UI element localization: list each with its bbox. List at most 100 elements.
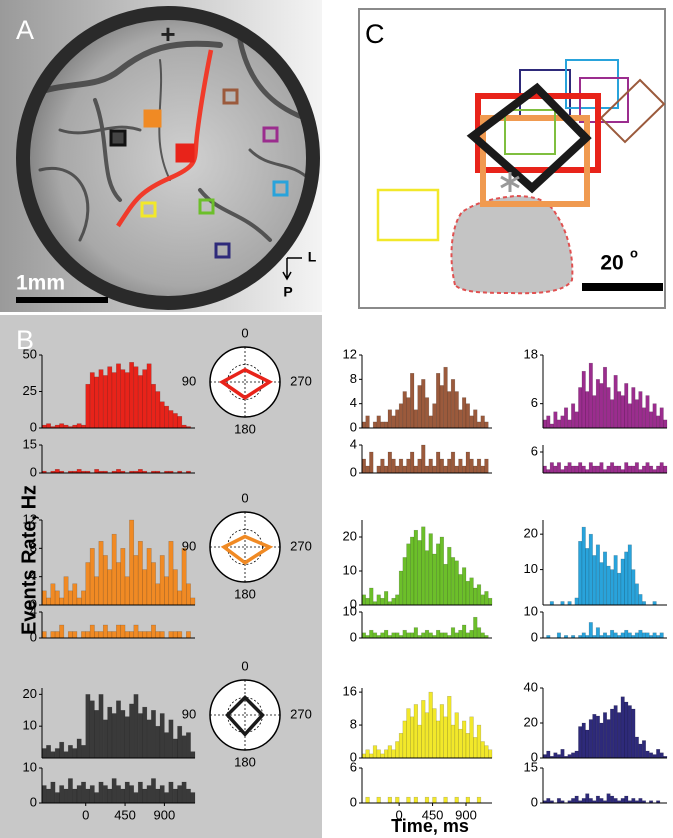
histogram-bar xyxy=(466,404,470,428)
histogram-bar xyxy=(59,786,63,804)
histogram-bar xyxy=(169,632,173,639)
histogram-bar xyxy=(632,798,636,803)
histogram-bar xyxy=(94,469,98,473)
histogram-bar xyxy=(81,591,85,605)
histogram-bar xyxy=(384,466,388,473)
histogram-bar xyxy=(488,598,492,605)
histogram-bar xyxy=(642,633,646,638)
histogram-bar xyxy=(147,548,151,605)
y-tick-label: 25 xyxy=(23,383,37,398)
histogram-bar xyxy=(410,537,414,605)
y-tick-label: 0 xyxy=(30,629,37,644)
scale-label: 1mm xyxy=(16,272,65,295)
histogram-bar xyxy=(628,404,632,428)
histogram-bar xyxy=(649,466,653,473)
histogram-bar xyxy=(433,466,437,473)
histogram-bar xyxy=(178,786,182,804)
histogram-bar xyxy=(575,598,579,605)
histogram-bar xyxy=(459,459,463,473)
histogram-bar xyxy=(561,749,565,758)
histogram-bar xyxy=(90,373,94,428)
histogram-bar xyxy=(407,459,411,473)
histogram-bar xyxy=(392,750,396,758)
histogram-bar xyxy=(462,721,466,758)
y-tick-label: 10 xyxy=(524,603,538,618)
histogram-bar xyxy=(121,625,125,638)
histogram-bar xyxy=(557,798,561,803)
histogram-bar xyxy=(440,459,444,473)
histogram-bar xyxy=(628,466,632,473)
histogram-bar xyxy=(596,628,600,638)
histogram-bar xyxy=(429,534,433,605)
direction-label: 180 xyxy=(234,421,256,436)
histogram-bar xyxy=(639,630,643,638)
histogram-bar xyxy=(407,797,411,803)
histogram-bar xyxy=(477,628,481,638)
histogram-bar xyxy=(635,737,639,758)
histogram-bar xyxy=(373,633,377,638)
histogram-bar xyxy=(635,400,639,428)
histogram-bar xyxy=(160,402,164,428)
histogram-bar xyxy=(603,552,607,605)
x-tick-label: 900 xyxy=(455,807,477,822)
histogram-bar xyxy=(624,630,628,638)
histogram-bar xyxy=(451,452,455,473)
histogram-bar xyxy=(366,598,370,605)
y-tick-label: 20 xyxy=(343,528,357,543)
histogram-bar xyxy=(156,584,160,605)
histogram-bar xyxy=(395,466,399,473)
histogram-bar xyxy=(151,384,155,428)
histogram-bar xyxy=(421,633,425,638)
histogram-bar xyxy=(366,466,370,473)
histogram-bar xyxy=(395,633,399,638)
histogram-bar xyxy=(388,602,392,605)
histogram-bar xyxy=(373,422,377,428)
histogram-bar xyxy=(103,720,107,758)
histogram-bar xyxy=(112,713,116,758)
histogram-bar xyxy=(369,588,373,605)
histogram-bar xyxy=(138,713,142,758)
histogram-bar xyxy=(178,591,182,605)
histogram-bar xyxy=(557,633,561,638)
histogram-bar xyxy=(568,755,572,759)
histogram-bar xyxy=(399,404,403,428)
histogram-bar xyxy=(55,793,59,804)
histogram-bar xyxy=(436,721,440,758)
histogram-bar xyxy=(425,713,429,758)
histogram-bar xyxy=(610,796,614,803)
histogram-bar xyxy=(614,466,618,473)
histogram-bar xyxy=(589,720,593,759)
histogram-bar xyxy=(444,367,448,428)
histogram-bar xyxy=(575,796,579,803)
histogram-bar xyxy=(156,789,160,803)
histogram-bar xyxy=(134,793,138,804)
histogram-bar xyxy=(571,753,575,758)
histogram-bar xyxy=(557,463,561,474)
histogram-bar xyxy=(603,633,607,638)
histogram-bar xyxy=(481,466,485,473)
histogram-bar xyxy=(642,601,646,605)
histogram-bar xyxy=(614,798,618,803)
histogram-bar xyxy=(642,741,646,759)
histogram-bar xyxy=(575,466,579,473)
histogram-bar xyxy=(42,748,46,758)
histogram-bar xyxy=(425,466,429,473)
histogram-bar xyxy=(129,786,133,804)
histogram-bar xyxy=(46,424,50,428)
histogram-bar xyxy=(455,633,459,638)
histogram-bar xyxy=(485,459,489,473)
histogram-bar xyxy=(51,782,55,803)
histogram-bar xyxy=(395,410,399,428)
histogram-bar xyxy=(656,749,660,758)
histogram-bar xyxy=(421,379,425,428)
histogram-bar xyxy=(125,373,129,428)
histogram-bar xyxy=(173,789,177,803)
histogram-bar xyxy=(381,633,385,638)
histogram-bar xyxy=(108,632,112,639)
histogram-bar xyxy=(653,633,657,638)
histogram-bar xyxy=(403,392,407,429)
histogram-bar xyxy=(112,373,116,428)
histogram-bar xyxy=(635,463,639,474)
y-tick-label: 0 xyxy=(350,794,357,809)
histogram-bar xyxy=(81,782,85,803)
